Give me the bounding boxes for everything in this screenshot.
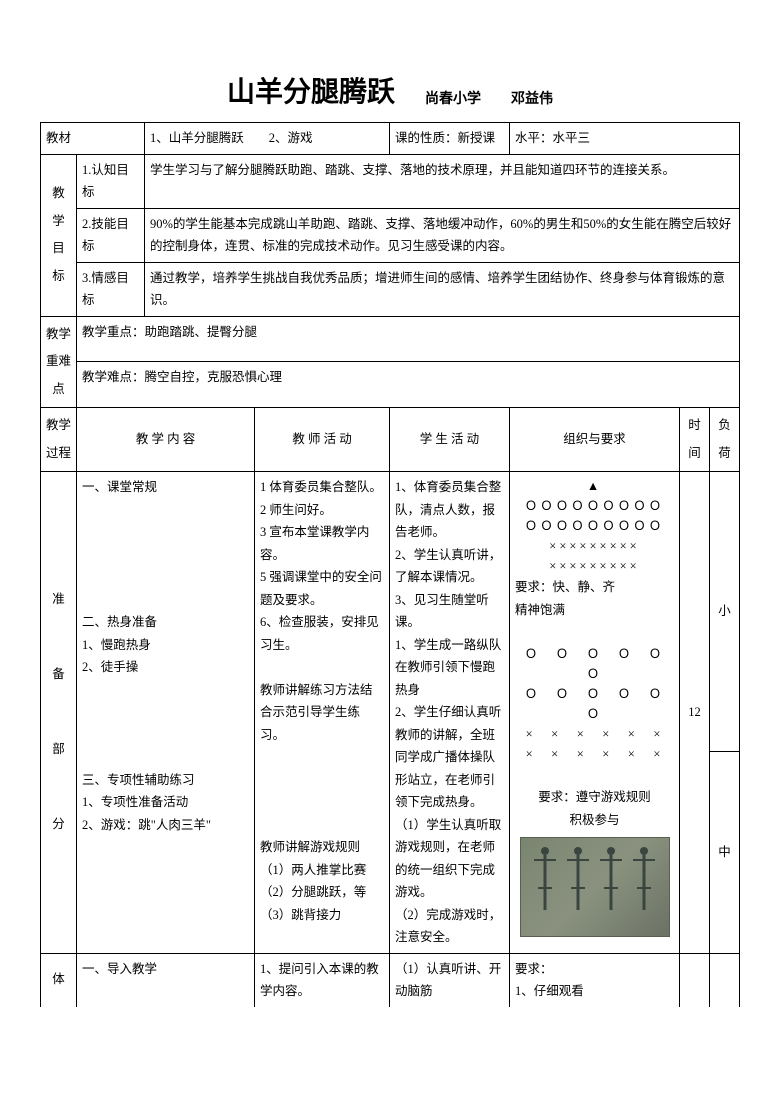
main-time <box>680 953 710 1007</box>
prep-content: 一、课堂常规 二、热身准备 1、慢跑热身 2、徒手操 三、专项性辅助练习 1、专… <box>77 472 255 954</box>
main-org: 要求： 1、仔细观看 <box>510 953 680 1007</box>
prep-load-1: 小 <box>710 472 740 752</box>
teacher-name: 邓益伟 <box>511 88 553 110</box>
org-req: 要求：快、静、齐 精神饱满 <box>515 576 674 621</box>
focus-key: 教学重点：助跑踏跳、提臀分腿 <box>77 316 740 362</box>
main-load <box>710 953 740 1007</box>
main-content: 一、导入教学 <box>77 953 255 1007</box>
formation-row: ××××××××× <box>515 556 674 576</box>
prep-time: 12 <box>680 472 710 954</box>
material-content: 1、山羊分腿腾跃 2、游戏 <box>145 123 390 155</box>
goal-1-val: 学生学习与了解分腿腾跃助跑、踏跳、支撑、落地的技术原理，并且能知道四环节的连接关… <box>145 154 740 208</box>
header-load: 负荷 <box>710 408 740 472</box>
main-section: 体 <box>41 953 77 1007</box>
prep-org: ▲ ＯＯＯＯＯＯＯＯＯ ＯＯＯＯＯＯＯＯＯ ××××××××× ××××××××… <box>510 472 680 954</box>
prep-section: 准备部分 <box>41 472 77 954</box>
exercise-image <box>520 837 670 937</box>
prep-teacher: 1 体育委员集合整队。 2 师生问好。 3 宣布本堂课教学内容。 5 强调课堂中… <box>255 472 390 954</box>
formation-row: × × × × × × <box>515 724 674 744</box>
lesson-plan-table: 教材 1、山羊分腿腾跃 2、游戏 课的性质：新授课 水平：水平三 教学目标 1.… <box>40 122 740 1007</box>
proc-label: 教学过程 <box>41 408 77 472</box>
lesson-level: 水平：水平三 <box>510 123 740 155</box>
goal-3-key: 3.情感目标 <box>77 262 145 316</box>
goal-3-val: 通过教学，培养学生挑战自我优秀品质；增进师生间的感情、培养学生团结协作、终身参与… <box>145 262 740 316</box>
header-student: 学 生 活 动 <box>390 408 510 472</box>
goals-label: 教学目标 <box>41 154 77 316</box>
formation-row: ＯＯＯＯＯＯＯＯＯ <box>515 496 674 516</box>
goal-1-key: 1.认知目标 <box>77 154 145 208</box>
header-content: 教 学 内 容 <box>77 408 255 472</box>
org-req: 要求：遵守游戏规则 积极参与 <box>515 786 674 831</box>
focus-diff: 教学难点：腾空自控，克服恐惧心理 <box>77 362 740 408</box>
formation-row: ＯＯＯＯＯＯＯＯＯ <box>515 516 674 536</box>
focus-label: 教学重难点 <box>41 316 77 408</box>
formation-row: Ｏ Ｏ Ｏ Ｏ Ｏ Ｏ <box>515 684 674 724</box>
formation-row: × × × × × × <box>515 744 674 764</box>
formation-row: Ｏ Ｏ Ｏ Ｏ Ｏ Ｏ <box>515 644 674 684</box>
header-time: 时间 <box>680 408 710 472</box>
goal-2-key: 2.技能目标 <box>77 208 145 262</box>
goal-2-val: 90%的学生能基本完成跳山羊助跑、踏跳、支撑、落地缓冲动作，60%的男生和50%… <box>145 208 740 262</box>
page-title: 山羊分腿腾跃 <box>227 70 395 110</box>
school-name: 尚春小学 <box>425 88 481 110</box>
main-teacher: 1、提问引入本课的教学内容。 <box>255 953 390 1007</box>
formation-row: ××××××××× <box>515 536 674 556</box>
prep-student: 1、体育委员集合整队，清点人数，报告老师。 2、学生认真听讲，了解本课情况。 3… <box>390 472 510 954</box>
lesson-nature: 课的性质：新授课 <box>390 123 510 155</box>
triangle-icon: ▲ <box>515 476 674 496</box>
header-org: 组织与要求 <box>510 408 680 472</box>
header-teacher: 教 师 活 动 <box>255 408 390 472</box>
material-label: 教材 <box>41 123 145 155</box>
main-student: （1）认真听讲、开动脑筋 <box>390 953 510 1007</box>
prep-load-2: 中 <box>710 752 740 954</box>
